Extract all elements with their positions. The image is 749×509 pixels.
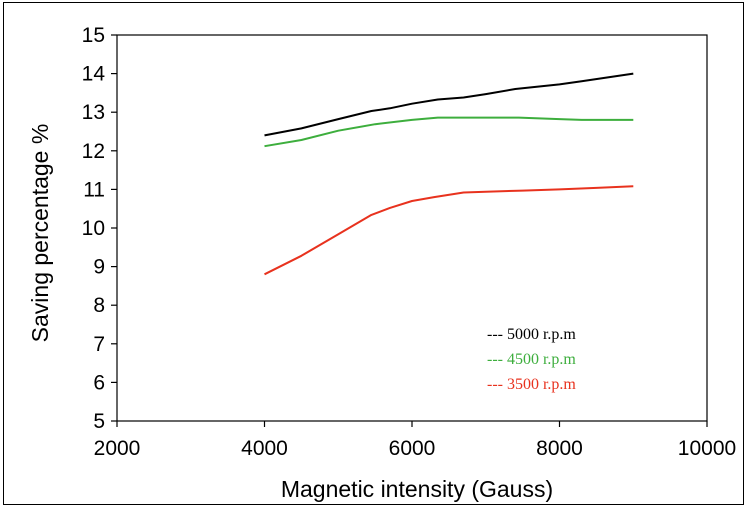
series-line-3 (264, 185, 634, 276)
x-tick-label: 10000 (678, 437, 736, 460)
y-tick-label: 9 (93, 256, 105, 279)
y-tick-label: 13 (82, 101, 105, 124)
y-tick-label: 8 (93, 294, 105, 317)
x-axis: 2000 4000 6000 8000 10000 (94, 421, 736, 460)
y-tick-label: 15 (82, 24, 105, 47)
series-lines (264, 72, 634, 276)
y-tick-label: 10 (82, 217, 105, 240)
legend: --- 5000 r.p.m --- 4500 r.p.m --- 3500 r.p… (487, 326, 576, 393)
series-line-2 (264, 116, 634, 148)
plot-area (116, 34, 708, 422)
y-tick-label: 11 (83, 178, 105, 201)
legend-entry-3: --- 3500 r.p.m (487, 376, 576, 393)
y-tick-label: 12 (82, 140, 105, 163)
y-tick-label: 7 (93, 333, 105, 356)
legend-entry-2: --- 4500 r.p.m (487, 351, 576, 368)
x-tick-label: 2000 (94, 437, 141, 460)
y-axis-title: Saving percentage % (27, 124, 53, 343)
y-tick-label: 5 (93, 410, 105, 433)
x-tick-label: 6000 (389, 437, 436, 460)
x-tick-label: 4000 (241, 437, 288, 460)
legend-entry-1: --- 5000 r.p.m (487, 326, 576, 343)
x-tick-label: 8000 (536, 437, 583, 460)
y-axis: 5 6 7 8 9 10 11 12 13 14 15 (82, 24, 117, 433)
y-tick-label: 6 (93, 371, 105, 394)
x-axis-title: Magnetic intensity (Gauss) (281, 476, 553, 502)
series-line-1 (264, 72, 634, 137)
y-tick-label: 14 (82, 63, 106, 86)
